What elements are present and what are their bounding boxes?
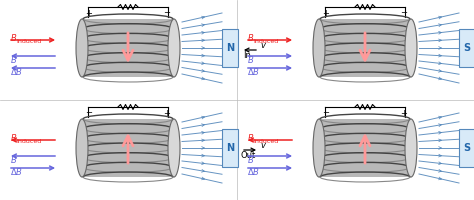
Text: $B$: $B$	[247, 154, 254, 165]
Bar	[319, 119, 411, 177]
Text: v: v	[260, 141, 265, 150]
Ellipse shape	[313, 19, 325, 77]
Text: Induced: Induced	[16, 39, 41, 44]
Text: S: S	[464, 43, 471, 53]
Bar	[319, 19, 411, 77]
Ellipse shape	[168, 19, 180, 77]
Bar	[222, 29, 238, 67]
Text: Induced: Induced	[253, 39, 278, 44]
Text: N: N	[226, 43, 234, 53]
Text: −: −	[85, 108, 92, 117]
Ellipse shape	[168, 119, 180, 177]
Bar	[82, 19, 174, 77]
Text: $\Delta B$: $\Delta B$	[247, 66, 260, 77]
Text: $B$: $B$	[247, 54, 254, 65]
Text: +: +	[86, 8, 92, 18]
Text: Induced: Induced	[16, 139, 41, 144]
Ellipse shape	[405, 19, 417, 77]
Bar	[459, 129, 474, 167]
Bar	[222, 129, 238, 167]
Text: Induced: Induced	[253, 139, 278, 144]
Text: $B$: $B$	[10, 132, 17, 143]
Text: In: In	[243, 51, 251, 60]
Text: +: +	[164, 108, 171, 117]
Bar	[82, 119, 174, 177]
Text: $B$: $B$	[247, 132, 254, 143]
Text: $\Delta B$: $\Delta B$	[10, 166, 23, 177]
Text: Out: Out	[241, 151, 256, 160]
Text: $\Delta B$: $\Delta B$	[247, 166, 260, 177]
Text: −: −	[164, 8, 171, 18]
Ellipse shape	[405, 119, 417, 177]
Text: N: N	[226, 143, 234, 153]
Text: $B$: $B$	[10, 32, 17, 43]
Text: $B$: $B$	[10, 54, 17, 65]
Text: −: −	[322, 108, 329, 117]
Text: S: S	[464, 143, 471, 153]
Ellipse shape	[313, 119, 325, 177]
Text: $B$: $B$	[10, 154, 17, 165]
Text: +: +	[323, 8, 329, 18]
Text: v: v	[260, 41, 265, 50]
Text: +: +	[401, 108, 408, 117]
Ellipse shape	[76, 19, 88, 77]
Ellipse shape	[76, 119, 88, 177]
Bar	[459, 29, 474, 67]
Text: $B$: $B$	[247, 32, 254, 43]
Text: $\Delta B$: $\Delta B$	[10, 66, 23, 77]
Text: −: −	[401, 8, 408, 18]
